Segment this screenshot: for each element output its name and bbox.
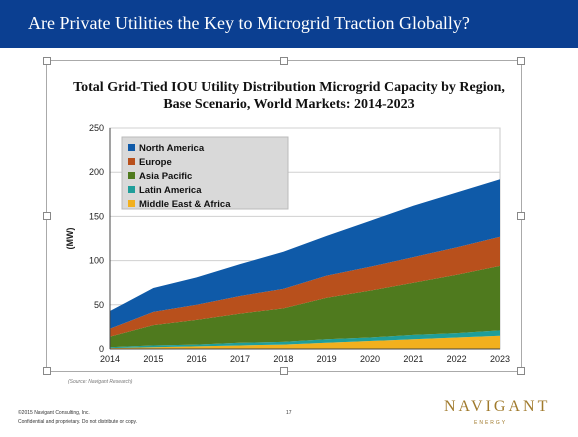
resize-handle-bottom-left[interactable] bbox=[43, 367, 51, 375]
y-tick-label: 50 bbox=[94, 300, 104, 310]
x-tick-label: 2020 bbox=[360, 354, 380, 364]
slide-title: Are Private Utilities the Key to Microgr… bbox=[28, 13, 470, 33]
footer-confidential: Confidential and proprietary. Do not dis… bbox=[18, 419, 138, 425]
resize-handle-middle-right[interactable] bbox=[517, 212, 525, 220]
resize-handle-top-middle[interactable] bbox=[280, 57, 288, 65]
resize-handle-bottom-middle[interactable] bbox=[280, 367, 288, 375]
source-note: (Source: Navigant Research) bbox=[68, 379, 133, 385]
legend-swatch-north-america bbox=[128, 144, 135, 151]
legend-box bbox=[121, 136, 289, 210]
footer-copyright: ©2015 Navigant Consulting, Inc. bbox=[18, 410, 90, 416]
area-series-europe bbox=[110, 236, 500, 337]
y-axis-label: (MW) bbox=[65, 228, 75, 250]
x-tick-label: 2023 bbox=[490, 354, 510, 364]
chart-title-line-1: Total Grid-Tied IOU Utility Distribution… bbox=[73, 80, 505, 95]
legend-swatch-europe bbox=[128, 158, 135, 165]
area-series-middle-east-africa bbox=[110, 335, 500, 349]
y-tick-label: 0 bbox=[99, 344, 104, 354]
legend-swatch-asia-pacific bbox=[128, 172, 135, 179]
x-tick-label: 2022 bbox=[447, 354, 467, 364]
y-tick-label: 250 bbox=[89, 123, 104, 133]
x-tick-label: 2021 bbox=[403, 354, 423, 364]
area-series-north-america bbox=[110, 179, 500, 329]
legend-label-north-america: North America bbox=[139, 143, 205, 154]
x-tick-label: 2016 bbox=[187, 354, 207, 364]
legend-label-middle-east-africa: Middle East & Africa bbox=[139, 199, 231, 210]
header-bar: Are Private Utilities the Key to Microgr… bbox=[0, 0, 578, 48]
navigant-logo-subtitle: ENERGY bbox=[474, 420, 508, 426]
x-tick-label: 2018 bbox=[273, 354, 293, 364]
resize-handle-middle-left[interactable] bbox=[43, 212, 51, 220]
resize-handle-top-right[interactable] bbox=[517, 57, 525, 65]
legend-label-latin-america: Latin America bbox=[139, 185, 202, 196]
chart-title-line-2: Base Scenario, World Markets: 2014-2023 bbox=[163, 97, 415, 112]
legend-label-asia-pacific: Asia Pacific bbox=[139, 171, 192, 182]
y-tick-label: 100 bbox=[89, 256, 104, 266]
resize-handle-bottom-right[interactable] bbox=[517, 367, 525, 375]
area-series-asia-pacific bbox=[110, 265, 500, 348]
x-tick-label: 2015 bbox=[143, 354, 163, 364]
x-tick-label: 2014 bbox=[100, 354, 120, 364]
area-series-latin-america bbox=[110, 330, 500, 349]
page-number: 17 bbox=[286, 410, 292, 416]
y-tick-label: 150 bbox=[89, 211, 104, 221]
navigant-logo: NAVIGANT bbox=[444, 398, 551, 415]
legend-swatch-latin-america bbox=[128, 186, 135, 193]
legend-swatch-middle-east-africa bbox=[128, 200, 135, 207]
legend-label-europe: Europe bbox=[139, 157, 172, 168]
resize-handle-top-left[interactable] bbox=[43, 57, 51, 65]
x-tick-label: 2019 bbox=[317, 354, 337, 364]
y-tick-label: 200 bbox=[89, 167, 104, 177]
x-tick-label: 2017 bbox=[230, 354, 250, 364]
